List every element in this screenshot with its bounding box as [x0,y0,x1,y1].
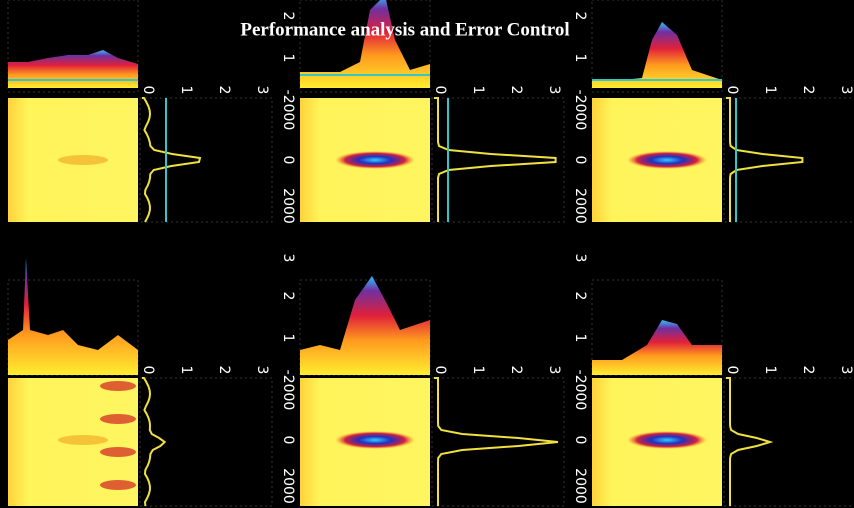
marginal-tick-label: 0 [140,86,156,95]
heatmap-tick-label: 0 [280,436,296,445]
surface-tick-label: 2 [572,12,588,21]
marginal-tick-label: 1 [178,366,194,375]
surface-tick-label: 3 [572,254,588,263]
marginal-tick-label: 1 [762,86,778,95]
heatmap-blob [627,431,707,449]
title: Performance analysis and Error Control [240,19,569,40]
surface-tick-label: 2 [280,292,296,301]
marginal-tick-label: 3 [838,366,854,375]
marginal-tick-label: 1 [762,366,778,375]
marginal-tick-label: 0 [724,86,740,95]
heatmap-tick-label: 0 [280,156,296,165]
surface-tick-label: 1 [280,334,296,343]
heatmap-blob [58,155,108,165]
heatmap-tick-label: 2000 [572,468,588,504]
heatmap-blob [335,431,415,449]
marginal-tick-label: 0 [724,366,740,375]
marginal-tick-label: 2 [508,366,524,375]
marginal-tick-label: 0 [432,86,448,95]
heatmap-blob [100,414,136,424]
heatmap-tick-label: 2000 [572,188,588,224]
heatmap-blob [335,151,415,169]
marginal-tick-label: 0 [432,366,448,375]
screen: 01230123-200002000120123-200002000120123… [0,0,854,508]
surface-tick-label: 3 [280,254,296,263]
heatmap-tick-label: -2000 [572,90,588,131]
heatmap-blob [100,480,136,490]
heatmap-tick-label: -2000 [572,370,588,411]
surface-tick-label: 1 [280,54,296,63]
surface-tick-label: 2 [572,292,588,301]
marginal-tick-label: 1 [178,86,194,95]
heatmap-tick-label: -2000 [280,370,296,411]
marginal-tick-label: 2 [216,86,232,95]
marginal-tick-label: 0 [140,366,156,375]
marginal-tick-label: 3 [838,86,854,95]
marginal-tick-label: 2 [800,366,816,375]
marginal-tick-label: 1 [470,86,486,95]
marginal-tick-label: 2 [508,86,524,95]
heatmap-blob [58,435,108,445]
heatmap-tick-label: 0 [572,156,588,165]
heatmap-blob [100,381,136,391]
surface-tick-label: 1 [572,334,588,343]
marginal-tick-label: 3 [546,366,562,375]
marginal-tick-label: 2 [800,86,816,95]
heatmap-blob [100,447,136,457]
marginal-tick-label: 3 [546,86,562,95]
heatmap-tick-label: 0 [572,436,588,445]
surface-tick-label: 1 [572,54,588,63]
heatmap-tick-label: -2000 [280,90,296,131]
marginal-tick-label: 3 [254,86,270,95]
marginal-tick-label: 3 [254,366,270,375]
marginal-tick-label: 2 [216,366,232,375]
heatmap-tick-label: 2000 [280,188,296,224]
marginal-tick-label: 1 [470,366,486,375]
heatmap-blob [627,151,707,169]
heatmap-tick-label: 2000 [280,468,296,504]
